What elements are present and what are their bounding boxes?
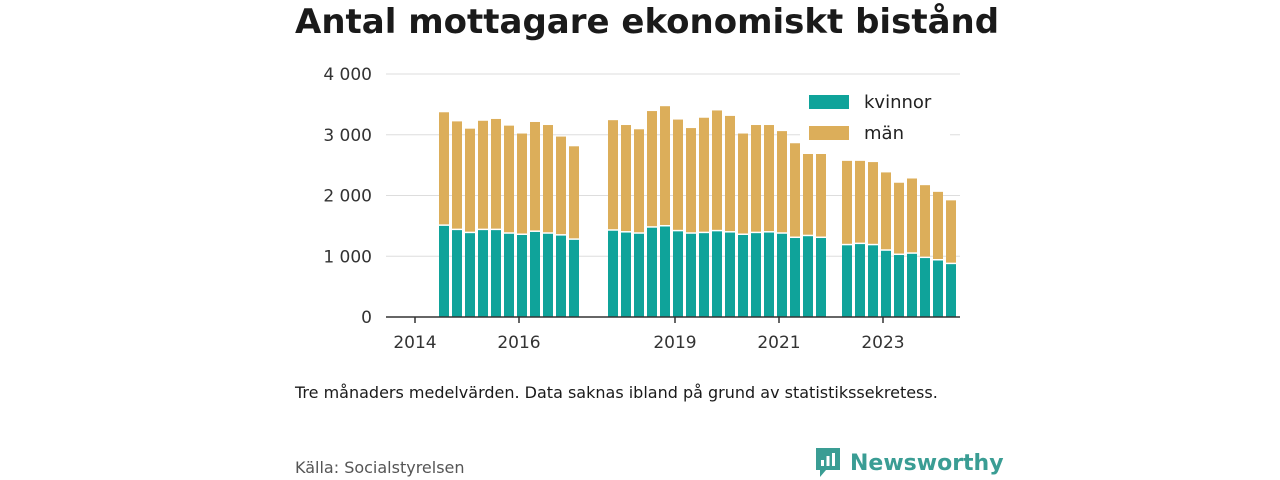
bar-kvinnor (738, 234, 748, 317)
bar-kvinnor (439, 225, 449, 317)
legend-label: kvinnor (864, 92, 932, 113)
bar-man (803, 140, 813, 235)
bar-kvinnor (803, 236, 813, 317)
bar-man (556, 136, 566, 235)
bar-man (543, 125, 553, 233)
bar-man (673, 119, 683, 230)
bar-kvinnor (569, 239, 579, 317)
bar-kvinnor (491, 230, 501, 317)
bar-kvinnor (556, 235, 566, 317)
x-tick-label: 2023 (861, 333, 904, 353)
bar-kvinnor (699, 233, 709, 317)
bar-man (452, 121, 462, 229)
bar-kvinnor (686, 233, 696, 317)
axes: 0 1 000 2 000 3 000 4 000 2014 2016 2019 2021 202… (323, 65, 960, 353)
bar-kvinnor (920, 258, 930, 317)
bar-man (517, 133, 527, 234)
bar-kvinnor (530, 231, 540, 317)
bars (439, 106, 956, 317)
bar-kvinnor (712, 231, 722, 317)
bar-man (777, 131, 787, 233)
bar-kvinnor (751, 233, 761, 317)
bar-man (751, 125, 761, 232)
bar-kvinnor (452, 230, 462, 317)
bar-kvinnor (855, 244, 865, 317)
bar-man (660, 106, 670, 225)
bar-kvinnor (465, 233, 475, 317)
bar-man (465, 128, 475, 232)
bar-man (530, 121, 540, 231)
bar-kvinnor (621, 232, 631, 317)
bar-man (790, 143, 800, 237)
chart-caption: Tre månaders medelvärden. Data saknas ib… (295, 383, 938, 402)
x-tick-label: 2021 (757, 333, 800, 353)
brand-name: Newsworthy (850, 450, 1004, 476)
bar-kvinnor (543, 233, 553, 317)
bar-kvinnor (764, 232, 774, 317)
bar-man (855, 160, 865, 243)
legend: kvinnor män (800, 84, 950, 154)
bar-man (920, 185, 930, 257)
bar-man (907, 178, 917, 253)
bar-kvinnor (907, 253, 917, 317)
bar-man (439, 112, 449, 225)
source-note: Källa: Socialstyrelsen (295, 458, 465, 477)
bar-man (764, 125, 774, 232)
chart-title: Antal mottagare ekonomiskt bistånd (295, 2, 1000, 42)
bar-man (699, 117, 709, 232)
bar-man (478, 120, 488, 229)
bar-kvinnor (478, 230, 488, 317)
bar-man (868, 162, 878, 244)
bar-kvinnor (647, 227, 657, 317)
legend-label: män (864, 123, 904, 144)
bar-kvinnor (868, 245, 878, 317)
bar-man (621, 125, 631, 232)
bar-man (816, 144, 826, 237)
y-tick-label: 4 000 (323, 65, 372, 85)
bar-kvinnor (608, 230, 618, 317)
bar-man (608, 120, 618, 230)
legend-swatch (809, 95, 849, 109)
x-tick-label: 2016 (497, 333, 540, 353)
bar-kvinnor (790, 238, 800, 317)
bar-man (933, 191, 943, 260)
bar-kvinnor (933, 260, 943, 317)
bar-kvinnor (777, 233, 787, 317)
bar-kvinnor (816, 238, 826, 317)
bar-kvinnor (881, 250, 891, 317)
brand-logo: Newsworthy (814, 446, 1004, 480)
bar-man (686, 128, 696, 233)
bar-kvinnor (725, 232, 735, 317)
y-tick-label: 1 000 (323, 247, 372, 267)
bar-kvinnor (634, 233, 644, 317)
bar-man (569, 146, 579, 239)
bar-man (491, 118, 501, 229)
bar-kvinnor (517, 234, 527, 317)
bar-man (504, 125, 514, 233)
x-tick-label: 2019 (653, 333, 696, 353)
y-tick-label: 2 000 (323, 187, 372, 207)
y-tick-label: 3 000 (323, 126, 372, 146)
bar-kvinnor (673, 231, 683, 317)
legend-swatch (809, 126, 849, 140)
x-tick-label: 2014 (393, 333, 436, 353)
bar-kvinnor (894, 255, 904, 317)
newsworthy-logo-icon (816, 448, 840, 477)
bar-man (647, 111, 657, 227)
bar-man (725, 115, 735, 232)
bar-man (894, 182, 904, 254)
bar-kvinnor (946, 264, 956, 317)
bar-man (881, 172, 891, 250)
bar-kvinnor (842, 245, 852, 317)
bar-man (634, 129, 644, 233)
bar-man (842, 160, 852, 244)
y-tick-label: 0 (361, 308, 372, 328)
bar-man (738, 133, 748, 234)
bar-man (712, 110, 722, 230)
bar-man (946, 200, 956, 263)
bar-kvinnor (660, 226, 670, 317)
bar-kvinnor (504, 233, 514, 317)
